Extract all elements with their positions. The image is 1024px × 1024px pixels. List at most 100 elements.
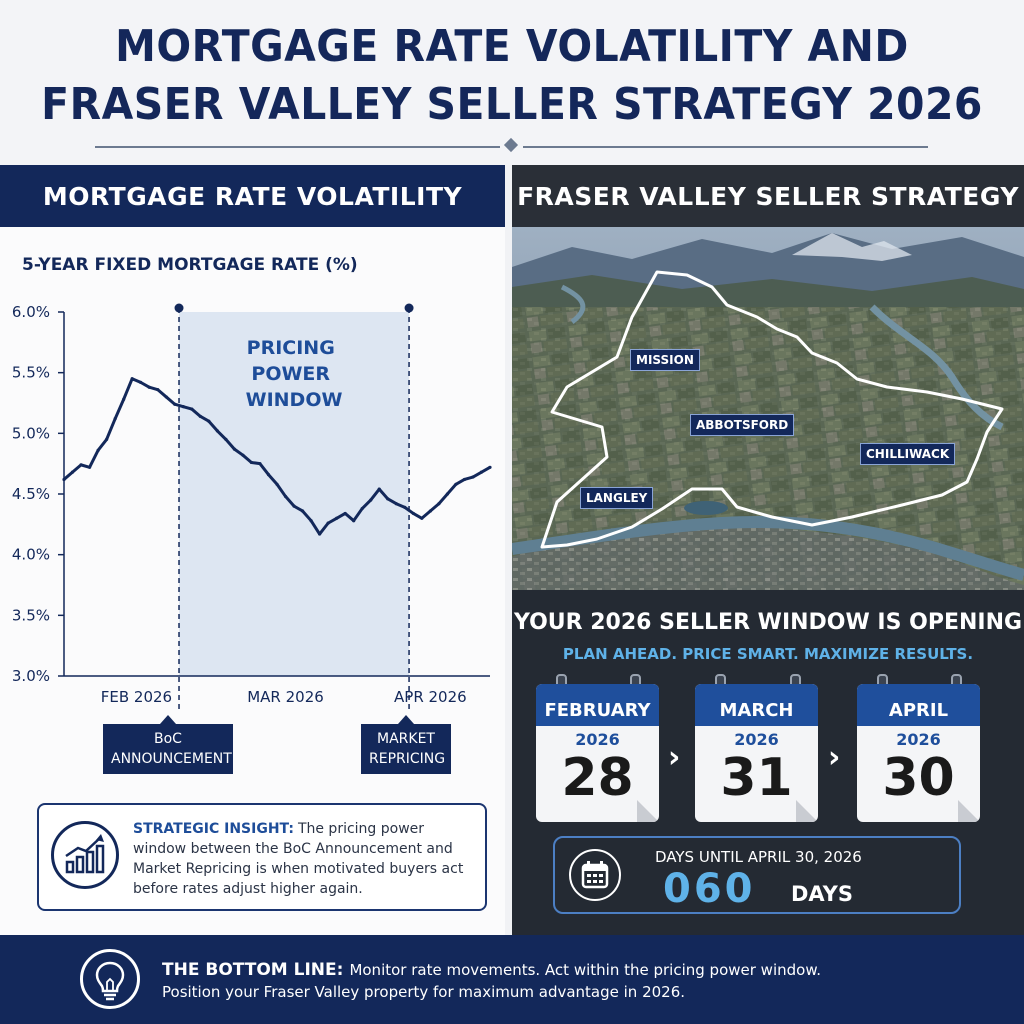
- rate-data-point: [105, 437, 109, 441]
- countdown-label: DAYS UNTIL APRIL 30, 2026: [655, 848, 862, 866]
- countdown-unit: DAYS: [791, 882, 854, 906]
- rate-data-point: [147, 385, 151, 389]
- strategic-insight-text: STRATEGIC INSIGHT: The pricing power wind…: [133, 819, 478, 899]
- rate-data-point: [181, 405, 185, 409]
- pricing-power-window-label: PRICING POWER WINDOW: [246, 337, 343, 411]
- market-repricing-callout: MARKET REPRICING: [361, 715, 451, 774]
- page-curl-icon: [796, 800, 818, 822]
- rate-data-point: [249, 460, 254, 465]
- rate-data-point: [139, 380, 143, 384]
- rate-volatility-heading: MORTGAGE RATE VOLATILITY: [0, 165, 505, 227]
- rate-data-point: [130, 377, 134, 381]
- lightbulb-icon: [80, 949, 140, 1009]
- rate-data-point: [437, 502, 441, 506]
- market-repricing-marker-dot: [404, 303, 414, 313]
- page-title: MORTGAGE RATE VOLATILITY AND FRASER VALL…: [36, 18, 988, 134]
- rate-data-point: [454, 482, 458, 486]
- y-tick-label: 4.5%: [12, 485, 50, 503]
- boc-announcement-marker-dot: [174, 303, 184, 313]
- countdown-number: 060: [663, 866, 756, 912]
- chevron-right-icon: ›: [668, 740, 681, 775]
- rate-data-point: [479, 470, 484, 474]
- map-label-chilliwack: CHILLIWACK: [860, 443, 956, 465]
- rate-data-point: [420, 516, 424, 520]
- chart-subtitle: 5-YEAR FIXED MORTGAGE RATE (%): [22, 255, 358, 275]
- bottom-line-line-2: Position your Fraser Valley property for…: [162, 983, 686, 1001]
- rate-data-point: [241, 453, 245, 457]
- rate-data-point: [445, 492, 449, 496]
- rate-data-point: [275, 482, 279, 486]
- rate-data-point: [258, 462, 262, 466]
- page-curl-icon: [637, 800, 659, 822]
- rate-data-point: [122, 397, 126, 401]
- boc-callout-line-1: BoC: [154, 731, 182, 747]
- x-tick-group: FEB 2026 MAR 2026 APR 2026: [101, 688, 467, 706]
- rate-data-point: [232, 447, 236, 451]
- rate-series-points: [62, 377, 492, 536]
- rate-data-point: [343, 511, 347, 516]
- rate-data-point: [283, 494, 288, 499]
- rate-data-point: [224, 437, 228, 441]
- rate-data-point: [113, 417, 117, 421]
- rate-data-point: [215, 429, 219, 433]
- rate-data-point: [70, 470, 75, 474]
- x-tick-label: MAR 2026: [247, 688, 324, 706]
- map-label-mission: MISSION: [630, 349, 700, 371]
- calendar-march: MARCH 2026 31: [695, 684, 818, 822]
- rate-data-point: [79, 463, 83, 467]
- rate-data-point: [318, 532, 322, 536]
- calendar-year: 2026: [575, 730, 620, 749]
- bottom-line-heading: THE BOTTOM LINE:: [162, 960, 344, 980]
- calendar-month: MARCH: [695, 684, 818, 726]
- calendar-april: APRIL 2026 30: [857, 684, 980, 822]
- growth-chart-icon: [51, 821, 119, 889]
- x-tick-label: FEB 2026: [101, 688, 172, 706]
- page-curl-icon: [958, 800, 980, 822]
- page-title-line-2: FRASER VALLEY SELLER STRATEGY 2026: [41, 79, 983, 130]
- y-tick-group: 6.0% 5.5% 5.0% 4.5% 4.0% 3.5% 3.0%: [12, 303, 64, 685]
- y-tick-label: 6.0%: [12, 303, 50, 321]
- calendar-day: 28: [561, 748, 634, 808]
- title-divider-diamond: [503, 137, 519, 153]
- calendar-month: FEBRUARY: [536, 684, 659, 726]
- calendar-year: 2026: [896, 730, 941, 749]
- title-divider-left: [95, 146, 500, 148]
- pricing-power-window: [179, 312, 410, 676]
- strategic-insight-body: The pricing power window between the BoC…: [133, 821, 464, 897]
- rate-data-point: [352, 519, 356, 523]
- map-label-abbotsford: ABBOTSFORD: [690, 414, 795, 436]
- rate-data-point: [369, 498, 373, 502]
- rate-data-point: [266, 472, 271, 477]
- rate-data-point: [411, 511, 415, 516]
- rate-data-point: [173, 402, 177, 406]
- seller-window-subtitle: PLAN AHEAD. PRICE SMART. MAXIMIZE RESULT…: [562, 645, 974, 663]
- rate-data-point: [360, 506, 364, 511]
- rate-data-point: [335, 516, 339, 520]
- calendar-day: 30: [882, 748, 955, 808]
- calendar-year: 2026: [734, 730, 779, 749]
- rate-data-point: [207, 419, 211, 423]
- boc-announcement-callout: BoC ANNOUNCEMENT: [103, 715, 233, 774]
- rate-data-point: [309, 519, 313, 523]
- market-callout-line-1: MARKET: [377, 731, 435, 747]
- window-label-line-1: PRICING: [247, 337, 335, 359]
- rate-data-point: [326, 521, 330, 525]
- y-tick-label: 5.5%: [12, 364, 50, 382]
- seller-strategy-heading: FRASER VALLEY SELLER STRATEGY: [512, 165, 1024, 227]
- strategic-insight-box: STRATEGIC INSIGHT: The pricing power wind…: [37, 803, 487, 911]
- calendar-month: APRIL: [857, 684, 980, 726]
- countdown-box: DAYS UNTIL APRIL 30, 2026 060 DAYS: [553, 836, 961, 914]
- bottom-line-footer: THE BOTTOM LINE: Monitor rate movements. …: [0, 935, 1024, 1024]
- rate-data-point: [377, 487, 381, 491]
- rate-data-point: [300, 509, 305, 513]
- rate-data-point: [96, 448, 100, 452]
- rate-data-point: [292, 504, 296, 508]
- market-callout-line-2: REPRICING: [369, 751, 446, 767]
- chevron-right-icon: ›: [828, 740, 841, 775]
- rate-data-point: [386, 497, 390, 501]
- rate-line-chart: 6.0% 5.5% 5.0% 4.5% 4.0% 3.5% 3.0% FEB 2026 MAR…: [12, 303, 492, 710]
- calendar-day: 31: [720, 748, 793, 808]
- calendar-icon: [569, 849, 621, 901]
- bottom-line-text: THE BOTTOM LINE: Monitor rate movements. …: [162, 959, 821, 1003]
- title-divider-right: [523, 146, 928, 148]
